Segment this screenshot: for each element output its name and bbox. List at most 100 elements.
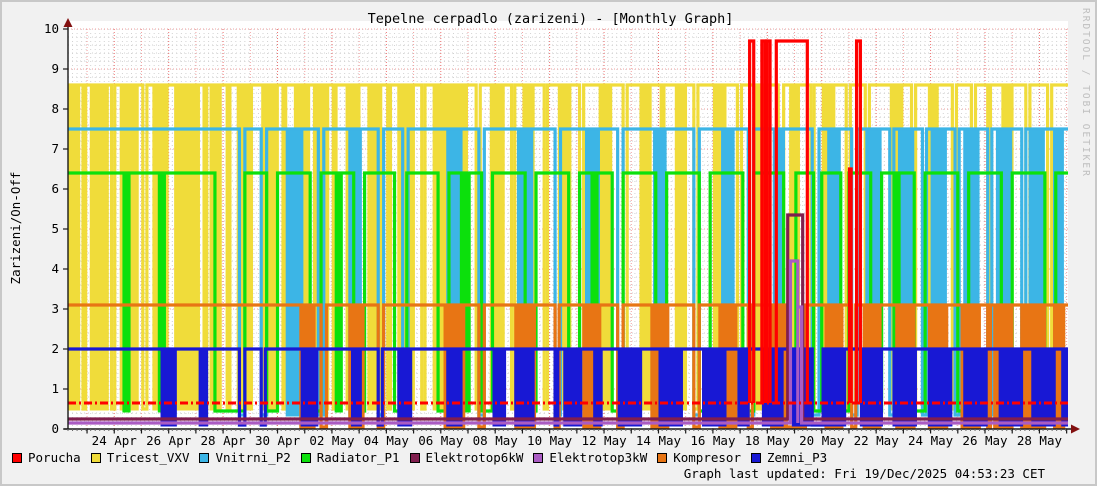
x-tick-label: 24 Apr <box>92 433 138 448</box>
legend-label: Vnitrni_P2 <box>215 450 291 465</box>
y-tick-label: 3 <box>51 301 59 316</box>
legend-item-porucha: Porucha <box>12 450 81 465</box>
series-burst-tricest_vxv <box>367 83 383 411</box>
legend-item-elektrotop6kw: Elektrotop6kW <box>409 450 523 465</box>
series-burst-radiator_p1 <box>590 171 599 413</box>
legend-label: Tricest_VXV <box>106 450 190 465</box>
series-burst-zemni_p3 <box>593 347 603 427</box>
legend-swatch-icon <box>199 452 210 463</box>
last-updated-text: Graph last updated: Fri 19/Dec/2025 04:5… <box>683 466 1045 481</box>
series-pulse-porucha <box>748 39 756 403</box>
series-burst-radiator_p1 <box>157 171 166 413</box>
series-burst-tricest_vxv <box>639 83 652 411</box>
series-line-elektrotop6kw <box>68 213 1068 421</box>
series-burst-zemni_p3 <box>1061 347 1068 427</box>
legend-item-radiator_p1: Radiator_P1 <box>300 450 400 465</box>
series-burst-zemni_p3 <box>198 347 209 427</box>
y-tick-label: 9 <box>51 61 59 76</box>
series-pulse-porucha <box>854 39 862 403</box>
x-tick-label: 30 Apr <box>255 433 301 448</box>
series-burst-vnitrni_p2 <box>285 127 304 417</box>
legend-item-vnitrni_p2: Vnitrni_P2 <box>199 450 291 465</box>
series-burst-zemni_p3 <box>927 347 953 427</box>
series-line-tricest_vxv <box>68 83 1068 411</box>
legend-swatch-icon <box>750 452 761 463</box>
series-burst-tricest_vxv <box>753 83 762 411</box>
series-burst-radiator_p1 <box>122 171 131 413</box>
series-burst-zemni_p3 <box>160 347 177 427</box>
x-tick-label: 20 May <box>799 433 845 448</box>
x-tick-label: 28 Apr <box>201 433 247 448</box>
x-tick-label: 04 May <box>364 433 410 448</box>
series-burst-zemni_p3 <box>892 347 917 427</box>
series-pulse-porucha <box>847 167 853 403</box>
series-burst-zemni_p3 <box>1031 347 1056 427</box>
x-tick-label: 10 May <box>527 433 573 448</box>
series-burst-tricest_vxv <box>68 83 81 411</box>
y-axis-arrow <box>63 18 73 27</box>
x-axis-arrow <box>1071 424 1080 434</box>
series-burst-vnitrni_p2 <box>1053 127 1064 417</box>
legend-label: Kompresor <box>673 450 741 465</box>
legend-item-kompresor: Kompresor <box>657 450 741 465</box>
y-tick-label: 10 <box>44 21 59 36</box>
series-burst-zemni_p3 <box>492 347 507 427</box>
legend-label: Porucha <box>28 450 81 465</box>
series-line-vnitrni_p2 <box>68 127 1068 417</box>
y-tick-label: 5 <box>51 221 59 236</box>
x-tick-label: 12 May <box>581 433 627 448</box>
series-burst-zemni_p3 <box>859 347 883 427</box>
x-tick-label: 22 May <box>854 433 900 448</box>
x-tick-label: 18 May <box>745 433 791 448</box>
series-burst-radiator_p1 <box>459 171 471 413</box>
x-tick-label: 26 Apr <box>146 433 192 448</box>
series-burst-zemni_p3 <box>617 347 643 427</box>
series-burst-zemni_p3 <box>658 347 683 427</box>
legend-item-elektrotop3kw: Elektrotop3kW <box>533 450 647 465</box>
legend-item-tricest_vxv: Tricest_VXV <box>90 450 190 465</box>
series-pulse-porucha <box>765 39 772 403</box>
series-burst-radiator_p1 <box>892 171 901 413</box>
series-burst-zemni_p3 <box>702 347 727 427</box>
series-burst-zemni_p3 <box>824 347 847 427</box>
series-burst-tricest_vxv <box>674 83 688 411</box>
legend-swatch-icon <box>12 452 22 463</box>
series-burst-zemni_p3 <box>563 347 583 427</box>
x-tick-label: 28 May <box>1017 433 1063 448</box>
legend-label: Radiator_P1 <box>316 450 400 465</box>
legend: Porucha Tricest_VXV Vnitrni_P2 Radiator_P1 E… <box>12 450 827 465</box>
y-tick-label: 7 <box>51 141 59 156</box>
series-burst-tricest_vxv <box>174 83 200 411</box>
legend-swatch-icon <box>409 452 420 463</box>
series-line-elektrotop3kw <box>68 259 1068 425</box>
series-line-zemni_p3 <box>68 347 1068 427</box>
series-burst-tricest_vxv <box>89 83 109 411</box>
graph-title: Tepelne cerpadlo (zarizeni) - [Monthly G… <box>367 11 734 27</box>
x-tick-label: 26 May <box>962 433 1008 448</box>
series-burst-zemni_p3 <box>998 347 1024 427</box>
y-tick-label: 1 <box>51 381 59 396</box>
legend-swatch-icon <box>657 452 668 463</box>
series-burst-zemni_p3 <box>350 347 362 427</box>
series-burst-zemni_p3 <box>514 347 535 427</box>
series-burst-zemni_p3 <box>737 347 750 427</box>
legend-label: Elektrotop3kW <box>549 450 648 465</box>
y-axis-label: Zarizeni/On-Off <box>8 171 23 285</box>
legend-swatch-icon <box>90 452 101 463</box>
x-tick-label: 02 May <box>309 433 355 448</box>
legend-item-zemni_p3: Zemni_P3 <box>750 450 828 465</box>
y-tick-label: 4 <box>51 261 59 276</box>
series-burst-zemni_p3 <box>397 347 413 427</box>
y-tick-label: 2 <box>51 341 59 356</box>
x-tick-label: 14 May <box>636 433 682 448</box>
x-tick-label: 08 May <box>473 433 519 448</box>
y-tick-label: 8 <box>51 101 59 116</box>
legend-swatch-icon <box>533 452 544 463</box>
legend-label: Zemni_P3 <box>766 450 828 465</box>
series-burst-radiator_p1 <box>334 171 343 413</box>
series-pulse-porucha <box>774 39 809 403</box>
x-tick-label: 16 May <box>690 433 736 448</box>
legend-swatch-icon <box>300 452 311 463</box>
